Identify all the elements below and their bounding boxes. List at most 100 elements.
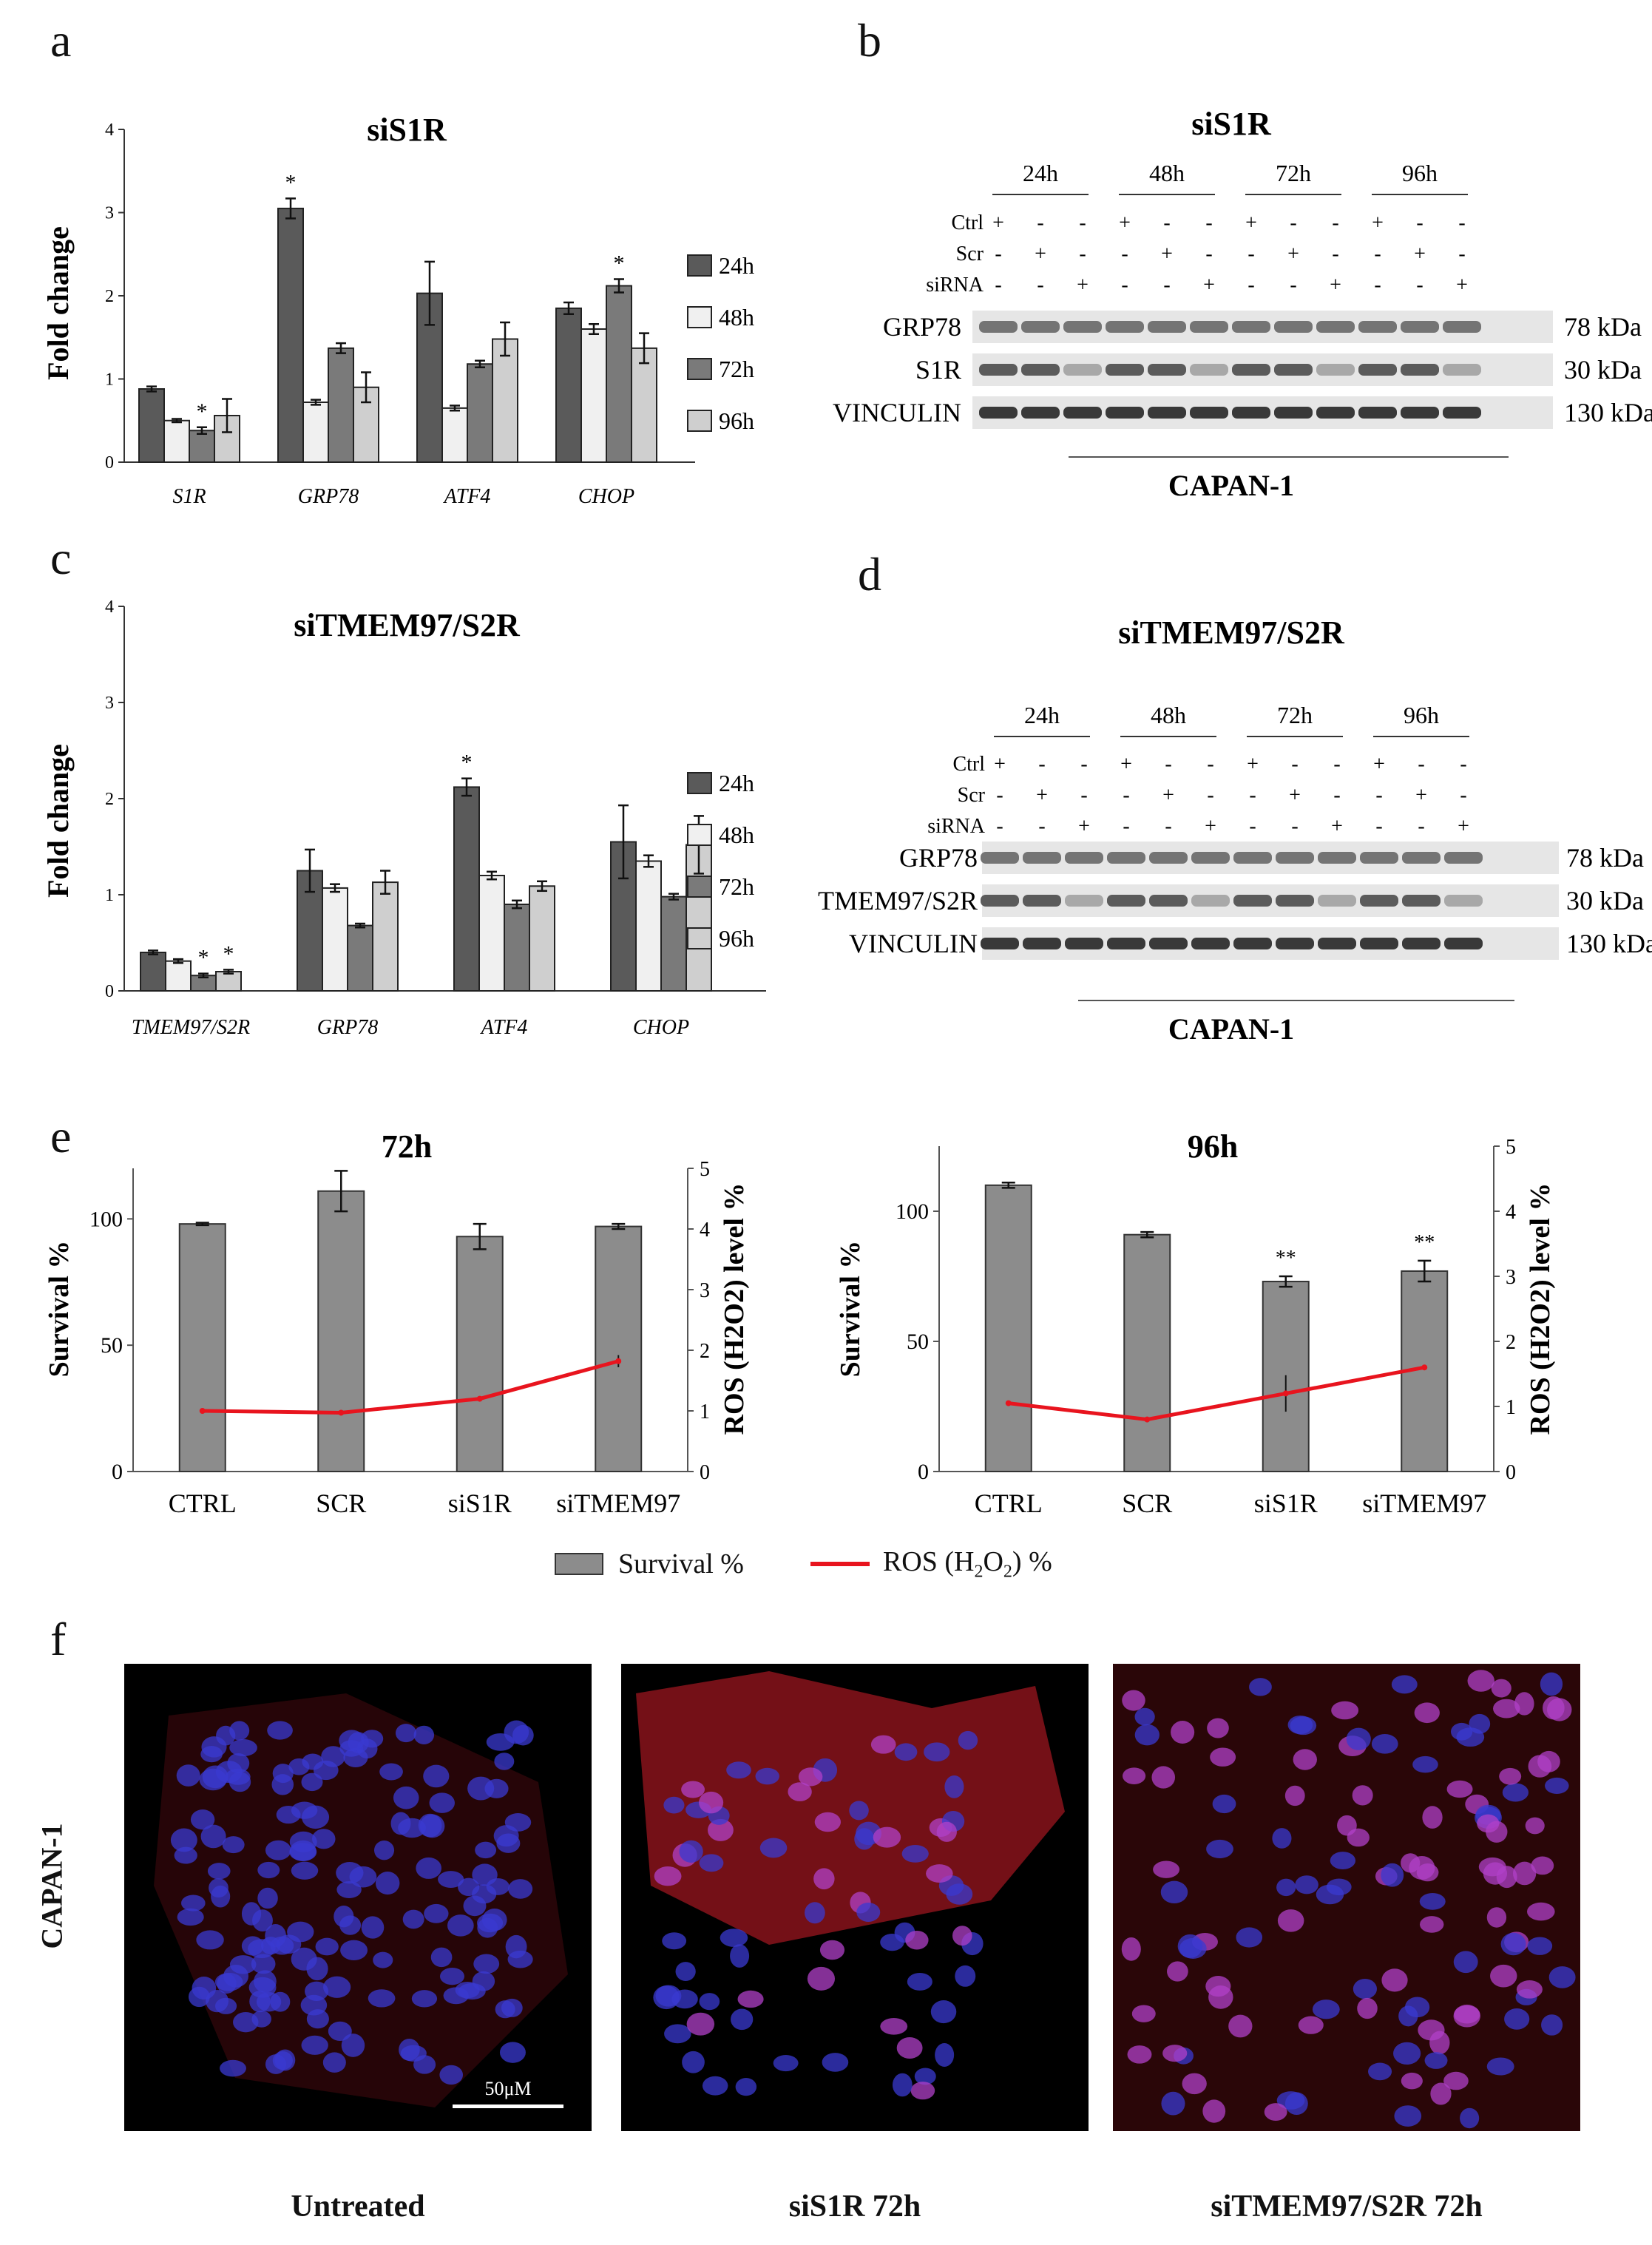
blot-band — [1023, 895, 1061, 907]
nucleus — [1167, 1961, 1188, 1982]
nucleus — [499, 2042, 526, 2063]
cell-line-label: CAPAN-1 — [1168, 469, 1294, 502]
condition-sign: - — [1037, 274, 1043, 297]
chart-a-sis1r: siS1R Fold change 0 1 2 3 4 S1R GRP78 ATF4 CHOP * * *… — [41, 112, 754, 508]
nucleus — [393, 1786, 419, 1809]
condition-sign: - — [1121, 243, 1128, 265]
nucleus — [1295, 1875, 1318, 1894]
significance-star: * — [198, 946, 209, 970]
caption-untreated: Untreated — [291, 2190, 425, 2224]
nucleus — [1284, 1785, 1305, 1807]
category-label: SCR — [316, 1489, 366, 1518]
ros-point — [476, 1395, 483, 1402]
nucleus — [905, 1930, 929, 1950]
blot-band — [1276, 895, 1314, 907]
nucleus — [1404, 1997, 1430, 2018]
chart-title: siTMEM97/S2R — [294, 607, 521, 643]
y2-tick-label: 4 — [700, 1219, 710, 1242]
nucleus — [402, 1909, 424, 1929]
kda-label: 78 kDa — [1566, 843, 1644, 873]
nucleus — [176, 1764, 200, 1787]
nucleus — [361, 1916, 385, 1939]
survival-bar — [456, 1236, 504, 1472]
nucleus — [443, 1987, 469, 2005]
nucleus — [257, 1887, 278, 1909]
nucleus — [249, 1990, 271, 2013]
nucleus — [1504, 2008, 1530, 2030]
panel-f-row-label: CAPAN-1 — [35, 1822, 69, 1949]
nucleus — [313, 1760, 339, 1781]
nucleus — [1419, 1893, 1446, 1910]
nucleus — [1346, 1727, 1371, 1750]
band-label: TMEM97/S2R — [818, 886, 978, 915]
nucleus — [241, 1936, 264, 1956]
nucleus — [288, 1758, 310, 1775]
nucleus — [699, 1791, 724, 1814]
blot-band — [1021, 407, 1060, 419]
y2-axis-label: ROS (H2O2) level % — [1525, 1183, 1556, 1435]
legend-label-48h: 48h — [719, 822, 754, 848]
nucleus — [1353, 1978, 1377, 1999]
condition-sign: - — [1037, 211, 1043, 234]
significance-star: * — [461, 751, 473, 775]
category-label: GRP78 — [317, 1016, 378, 1039]
legend-label-96h: 96h — [719, 925, 754, 952]
nucleus — [196, 1930, 224, 1950]
condition-label: Scr — [956, 243, 984, 265]
blot-band — [979, 407, 1018, 419]
nucleus — [251, 1954, 276, 1974]
nucleus — [181, 1894, 206, 1912]
y2-tick-label: 1 — [700, 1401, 710, 1423]
timepoint-label: 96h — [1402, 160, 1438, 186]
bar-48h — [580, 328, 607, 463]
blot-band — [1360, 895, 1398, 907]
nucleus — [229, 1738, 257, 1757]
blot-band — [1106, 407, 1144, 419]
timepoint-label: 24h — [1023, 160, 1058, 186]
nucleus — [926, 1864, 953, 1883]
nucleus — [200, 1824, 226, 1849]
condition-sign: + — [1245, 211, 1257, 234]
nucleus — [265, 2054, 287, 2074]
survival-bar — [1123, 1233, 1171, 1472]
kda-label: 78 kDa — [1564, 312, 1642, 342]
panel-label-a: a — [50, 14, 72, 67]
nucleus — [730, 1944, 750, 1968]
nucleus — [1500, 1932, 1526, 1956]
legend-label-72h: 72h — [719, 873, 754, 900]
category-label: CTRL — [169, 1489, 237, 1518]
blot-band — [1106, 321, 1144, 333]
nucleus — [447, 1914, 474, 1937]
kda-label: 30 kDa — [1566, 886, 1644, 915]
bar-24h — [138, 388, 165, 463]
caption-sitmem97: siTMEM97/S2R 72h — [1211, 2190, 1483, 2224]
bar-72h — [328, 347, 354, 463]
condition-sign: - — [1418, 753, 1424, 776]
nucleus — [1499, 1767, 1522, 1785]
blot-band — [1107, 852, 1145, 864]
nucleus — [907, 1973, 932, 1991]
nucleus — [958, 1730, 978, 1750]
nucleus — [1331, 1701, 1359, 1720]
nucleus — [1182, 2073, 1207, 2095]
y-tick-label: 0 — [112, 1460, 123, 1484]
nucleus — [910, 2082, 935, 2100]
ros-point — [199, 1408, 206, 1414]
nucleus — [271, 1774, 294, 1795]
category-label: CTRL — [975, 1489, 1043, 1518]
nucleus — [222, 1836, 245, 1854]
nucleus — [395, 1724, 417, 1743]
nucleus — [1276, 1878, 1296, 1897]
chart-e-96h: 96h Survival % ROS (H2O2) level % 0 50 100 0 1 2… — [835, 1128, 1556, 1518]
nucleus — [1162, 2045, 1188, 2062]
y-tick-label: 3 — [105, 204, 114, 223]
nucleus — [323, 1976, 351, 1998]
condition-sign: + — [1205, 815, 1216, 838]
y-tick-label: 4 — [105, 597, 114, 617]
nucleus — [301, 1772, 323, 1792]
nucleus — [476, 1913, 504, 1933]
nucleus — [1525, 1817, 1545, 1835]
nucleus — [873, 1826, 901, 1848]
nucleus — [373, 1840, 395, 1860]
condition-sign: + — [1120, 753, 1132, 776]
